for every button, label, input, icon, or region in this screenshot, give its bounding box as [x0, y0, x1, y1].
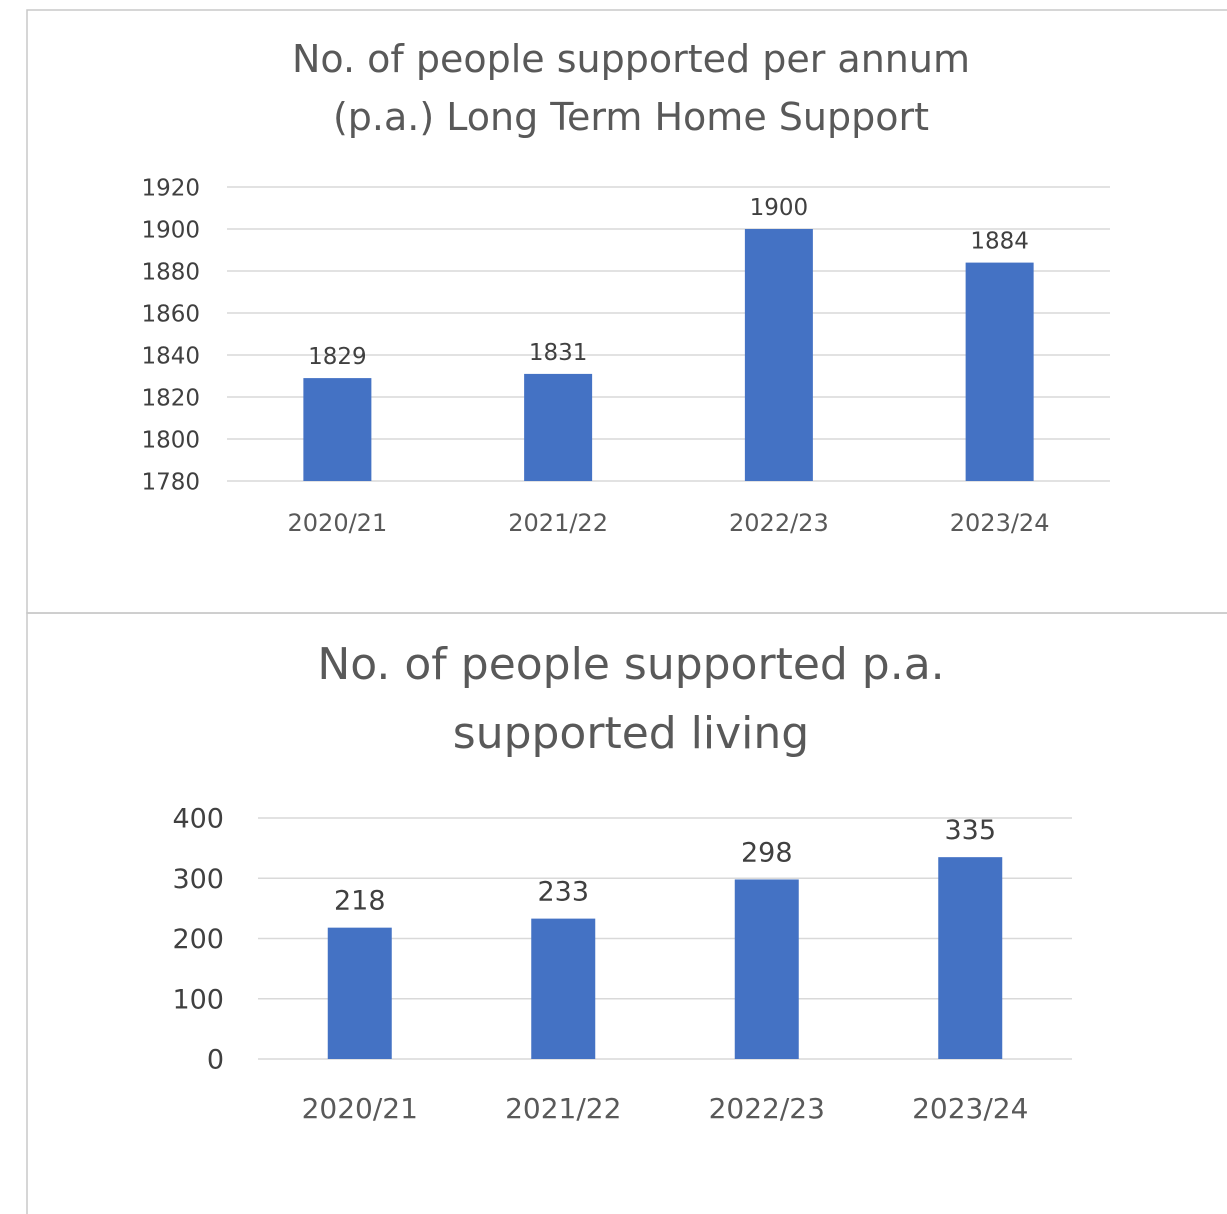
chart-2-y-tick-label: 200 — [172, 924, 224, 955]
chart-1-y-tick-label: 1860 — [141, 301, 200, 327]
chart-1-bar-2023-24 — [965, 262, 1034, 481]
chart-2-y-tick-label: 300 — [172, 864, 224, 895]
chart-1-data-label: 1900 — [750, 195, 809, 221]
chart-2-category-label: 2021/22 — [505, 1092, 621, 1125]
chart-1-y-tick-label: 1880 — [141, 259, 200, 285]
chart-2-category-label: 2023/24 — [912, 1092, 1028, 1125]
chart-1-bar-2021-22 — [524, 373, 593, 481]
chart-2-y-tick-label: 0 — [207, 1045, 224, 1076]
long-term-home-support-chart: No. of people supported per annum (p.a.) … — [141, 37, 1110, 537]
chart-2-bar-2020-21 — [327, 927, 392, 1059]
chart-1-y-tick-label: 1840 — [141, 343, 200, 369]
chart-2-frame — [26, 612, 1227, 1214]
chart-2-data-label: 233 — [537, 877, 589, 908]
chart-2-title-line-1: No. of people supported p.a. — [317, 639, 944, 690]
chart-1-category-label: 2023/24 — [950, 509, 1050, 537]
chart-1-bar-2020-21 — [303, 378, 372, 481]
chart-1-y-tick-label: 1920 — [141, 175, 200, 201]
chart-1-y-tick-label: 1780 — [141, 469, 200, 495]
chart-2-bar-2023-24 — [938, 857, 1003, 1059]
chart-2-y-tick-label: 100 — [172, 984, 224, 1015]
chart-2-data-label: 335 — [944, 815, 996, 846]
chart-2-bar-2022-23 — [734, 879, 799, 1059]
chart-2-category-label: 2020/21 — [302, 1092, 418, 1125]
chart-1-bar-2022-23 — [744, 229, 813, 481]
chart-1-y-tick-label: 1820 — [141, 385, 200, 411]
chart-1-data-label: 1831 — [529, 340, 588, 366]
chart-2-y-tick-label: 400 — [172, 804, 224, 835]
supported-living-chart: No. of people supported p.a. supported li… — [172, 639, 1072, 1125]
chart-1-y-tick-label: 1900 — [141, 217, 200, 243]
chart-2-category-label: 2022/23 — [709, 1092, 825, 1125]
chart-1-data-label: 1829 — [308, 344, 367, 370]
chart-2-bar-2021-22 — [531, 918, 596, 1059]
chart-1-category-label: 2022/23 — [729, 509, 829, 537]
chart-1-data-label: 1884 — [970, 229, 1029, 255]
chart-2-data-label: 298 — [741, 837, 793, 868]
chart-1-y-tick-label: 1800 — [141, 427, 200, 453]
chart-2-title-line-2: supported living — [453, 708, 809, 759]
chart-1-category-label: 2021/22 — [508, 509, 608, 537]
chart-1-category-label: 2020/21 — [288, 509, 388, 537]
chart-2-data-label: 218 — [334, 886, 386, 917]
chart-1-title-line-2: (p.a.) Long Term Home Support — [333, 95, 929, 139]
chart-1-title-line-1: No. of people supported per annum — [292, 37, 970, 81]
